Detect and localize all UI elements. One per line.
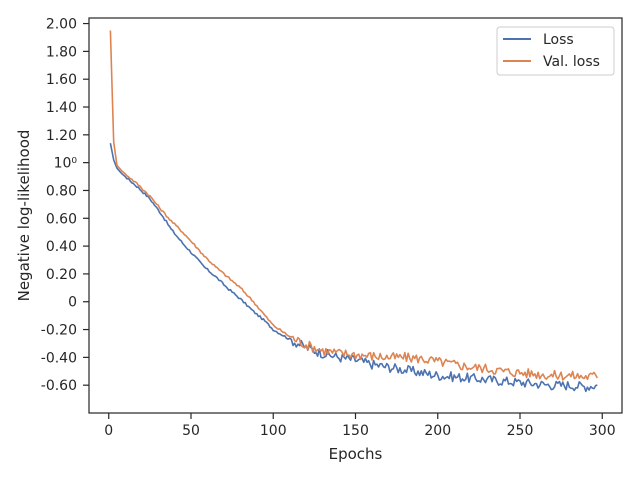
series-line-val-loss [109,30,599,381]
x-tick-label: 250 [507,423,534,439]
y-tick-label: 0.20 [46,267,77,283]
x-axis: 0 50 100 150 200 250 300 [104,413,616,439]
y-tick-label: 1.60 [46,72,77,88]
y-tick-label: 0.80 [46,183,77,199]
y-tick-label: -0.20 [41,323,77,339]
y-tick-label: 0.40 [46,239,77,255]
plot-area [88,17,623,414]
y-tick-label: 1.20 [46,128,77,144]
x-axis-title: Epochs [329,445,383,463]
x-tick-label: 200 [424,423,451,439]
y-axis-title: Negative log-likelihood [15,130,33,302]
plot-frame [88,17,623,414]
x-tick-label: 150 [342,423,369,439]
y-tick-label: -0.40 [41,350,77,366]
x-tick-label: 300 [589,423,616,439]
y-tick-label: 2.00 [46,17,77,33]
series-line-loss [109,143,598,393]
series-layer [109,30,599,393]
y-tick-label: 1.40 [46,100,77,116]
y-tick-label: -0.60 [41,378,77,394]
y-tick-label: 0.60 [46,211,77,227]
legend-label: Loss [543,32,574,48]
legend-label: Val. loss [543,54,600,70]
x-tick-label: 0 [104,423,113,439]
x-tick-label: 100 [260,423,287,439]
y-axis: 2.00 1.80 1.60 1.40 1.20 10⁰ 0.80 0.60 0.40 0.20 0… [41,17,89,394]
legend: Loss Val. loss [496,26,615,76]
y-tick-label: 10⁰ [54,156,78,172]
y-tick-label: 1.80 [46,44,77,60]
y-tick-label: 0 [68,295,77,311]
x-tick-label: 50 [182,423,200,439]
